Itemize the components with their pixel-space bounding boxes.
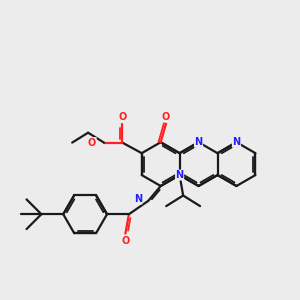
Text: O: O	[118, 112, 126, 122]
Text: N: N	[134, 194, 142, 204]
Text: O: O	[121, 236, 130, 246]
Text: O: O	[162, 112, 170, 122]
Text: N: N	[232, 137, 241, 147]
Text: N: N	[194, 137, 202, 147]
Text: O: O	[88, 138, 96, 148]
Text: N: N	[176, 170, 184, 180]
